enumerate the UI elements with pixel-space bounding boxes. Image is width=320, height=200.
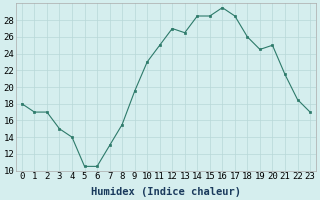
X-axis label: Humidex (Indice chaleur): Humidex (Indice chaleur) — [91, 186, 241, 197]
